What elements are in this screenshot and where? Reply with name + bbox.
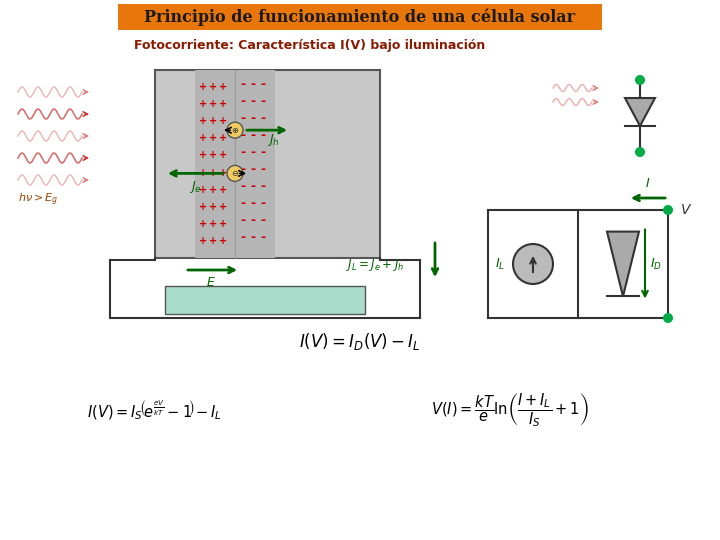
Text: -: - (240, 112, 246, 125)
Text: $E$: $E$ (206, 275, 216, 288)
Circle shape (227, 122, 243, 138)
Text: -: - (261, 214, 266, 227)
FancyBboxPatch shape (118, 4, 602, 30)
Circle shape (635, 75, 645, 85)
Text: +: + (209, 219, 217, 229)
Text: -: - (251, 146, 256, 159)
Circle shape (663, 313, 673, 323)
Text: -: - (240, 180, 246, 193)
Text: $V$: $V$ (680, 203, 693, 217)
Text: -: - (261, 129, 266, 142)
Text: +: + (199, 185, 207, 194)
Text: +: + (209, 202, 217, 212)
Text: -: - (240, 78, 246, 91)
Text: -: - (261, 232, 266, 245)
Text: -: - (251, 129, 256, 142)
Text: +: + (199, 82, 207, 92)
Text: +: + (199, 116, 207, 126)
Text: $J_L = J_e + J_h$: $J_L = J_e + J_h$ (346, 257, 404, 273)
Text: -: - (251, 112, 256, 125)
Text: +: + (209, 82, 217, 92)
Text: -: - (240, 214, 246, 227)
Text: +: + (209, 116, 217, 126)
Text: $J_h$: $J_h$ (266, 132, 279, 148)
Text: +: + (199, 236, 207, 246)
Text: +: + (219, 185, 227, 194)
Text: +: + (199, 99, 207, 109)
Text: $I_L$: $I_L$ (495, 256, 505, 272)
Text: $J_e$: $J_e$ (189, 179, 202, 195)
Text: +: + (219, 236, 227, 246)
Text: -: - (251, 180, 256, 193)
Text: +: + (219, 116, 227, 126)
Text: +: + (209, 99, 217, 109)
Text: $I(V) = I_D(V) - I_L$: $I(V) = I_D(V) - I_L$ (300, 332, 420, 353)
Text: -: - (240, 197, 246, 210)
Polygon shape (625, 98, 655, 126)
Text: -: - (251, 78, 256, 91)
Text: -: - (251, 214, 256, 227)
Text: -: - (251, 94, 256, 107)
Text: -: - (261, 180, 266, 193)
Text: +: + (199, 202, 207, 212)
Text: -: - (240, 146, 246, 159)
Text: +: + (219, 133, 227, 143)
Text: $I_D$: $I_D$ (650, 256, 662, 272)
Text: +: + (209, 133, 217, 143)
Text: -: - (261, 94, 266, 107)
Text: -: - (261, 163, 266, 176)
Text: +: + (219, 82, 227, 92)
Text: -: - (251, 232, 256, 245)
Text: +: + (199, 133, 207, 143)
Text: +: + (199, 219, 207, 229)
Polygon shape (607, 232, 639, 296)
Circle shape (663, 205, 673, 215)
Text: -: - (251, 163, 256, 176)
Text: $h\nu > E_g$: $h\nu > E_g$ (18, 192, 58, 208)
Text: $V(I) = \dfrac{kT}{e}\ln\!\left(\dfrac{I+I_L}{I_S}+1\right)$: $V(I) = \dfrac{kT}{e}\ln\!\left(\dfrac{I… (431, 391, 589, 429)
Text: +: + (219, 167, 227, 178)
Text: $\oplus$: $\oplus$ (231, 126, 239, 134)
Text: $I$: $I$ (645, 177, 651, 190)
Text: +: + (219, 202, 227, 212)
Text: -: - (261, 112, 266, 125)
Text: +: + (199, 151, 207, 160)
Text: +: + (219, 99, 227, 109)
Text: -: - (240, 94, 246, 107)
Circle shape (227, 165, 243, 181)
Text: -: - (261, 146, 266, 159)
Text: +: + (209, 185, 217, 194)
FancyBboxPatch shape (195, 70, 275, 258)
Text: Fotocorriente: Característica I(V) bajo iluminación: Fotocorriente: Característica I(V) bajo … (135, 39, 485, 52)
Text: $\ominus$: $\ominus$ (231, 169, 239, 178)
Text: $I(V) = I_S\!\left(\!e^{\frac{eV}{kT}}-1\!\right)\!-I_L$: $I(V) = I_S\!\left(\!e^{\frac{eV}{kT}}-1… (88, 399, 222, 422)
FancyBboxPatch shape (155, 70, 380, 258)
Text: Principio de funcionamiento de una célula solar: Principio de funcionamiento de una célul… (145, 8, 575, 26)
Text: +: + (199, 167, 207, 178)
Text: +: + (209, 167, 217, 178)
Text: -: - (240, 232, 246, 245)
Text: -: - (261, 197, 266, 210)
Text: +: + (209, 151, 217, 160)
Circle shape (513, 244, 553, 284)
Text: +: + (209, 236, 217, 246)
Text: -: - (240, 163, 246, 176)
Text: -: - (251, 197, 256, 210)
FancyBboxPatch shape (165, 286, 365, 314)
Text: -: - (240, 129, 246, 142)
Text: +: + (219, 151, 227, 160)
Circle shape (635, 147, 645, 157)
Text: -: - (261, 78, 266, 91)
Text: +: + (219, 219, 227, 229)
